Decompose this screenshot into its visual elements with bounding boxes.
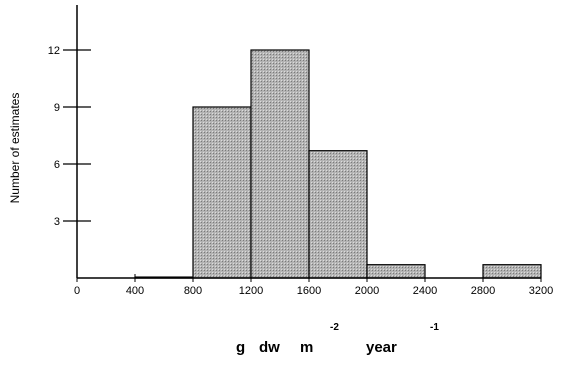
histogram-bar-2 bbox=[250, 49, 310, 279]
unit-year: year bbox=[366, 339, 397, 356]
x-tick-label-1: 400 bbox=[126, 285, 144, 297]
plot-area: 3 6 9 12 0 400 800 1200 1600 2000 2400 2800 3200 bbox=[48, 5, 553, 297]
unit-m: m bbox=[300, 339, 313, 356]
x-tick-label-5: 2000 bbox=[355, 285, 379, 297]
unit-year-exponent: -1 bbox=[430, 322, 439, 333]
x-tick-label-6: 2400 bbox=[413, 285, 437, 297]
x-tick-label-2: 800 bbox=[184, 285, 202, 297]
x-tick-label-0: 0 bbox=[74, 285, 80, 297]
y-tick-label-0: 3 bbox=[54, 216, 60, 228]
x-axis-unit-label: g dw m -2 year -1 bbox=[236, 322, 439, 356]
x-tick-label-7: 2800 bbox=[471, 285, 495, 297]
histogram-bar-4 bbox=[366, 264, 426, 279]
unit-g: g bbox=[236, 339, 245, 356]
x-tick-label-4: 1600 bbox=[297, 285, 321, 297]
histogram-bar-3 bbox=[308, 150, 368, 279]
unit-dw: dw bbox=[259, 339, 280, 356]
histogram-bar-1 bbox=[192, 106, 252, 279]
y-tick-label-2: 9 bbox=[54, 102, 60, 114]
y-tick-label-1: 6 bbox=[54, 159, 60, 171]
x-tick-label-3: 1200 bbox=[239, 285, 263, 297]
histogram-bar-5 bbox=[482, 264, 542, 279]
x-tick-label-8: 3200 bbox=[529, 285, 553, 297]
unit-m-exponent: -2 bbox=[330, 322, 339, 333]
y-axis-label: Number of estimates bbox=[8, 93, 22, 204]
y-tick-label-3: 12 bbox=[48, 45, 60, 57]
